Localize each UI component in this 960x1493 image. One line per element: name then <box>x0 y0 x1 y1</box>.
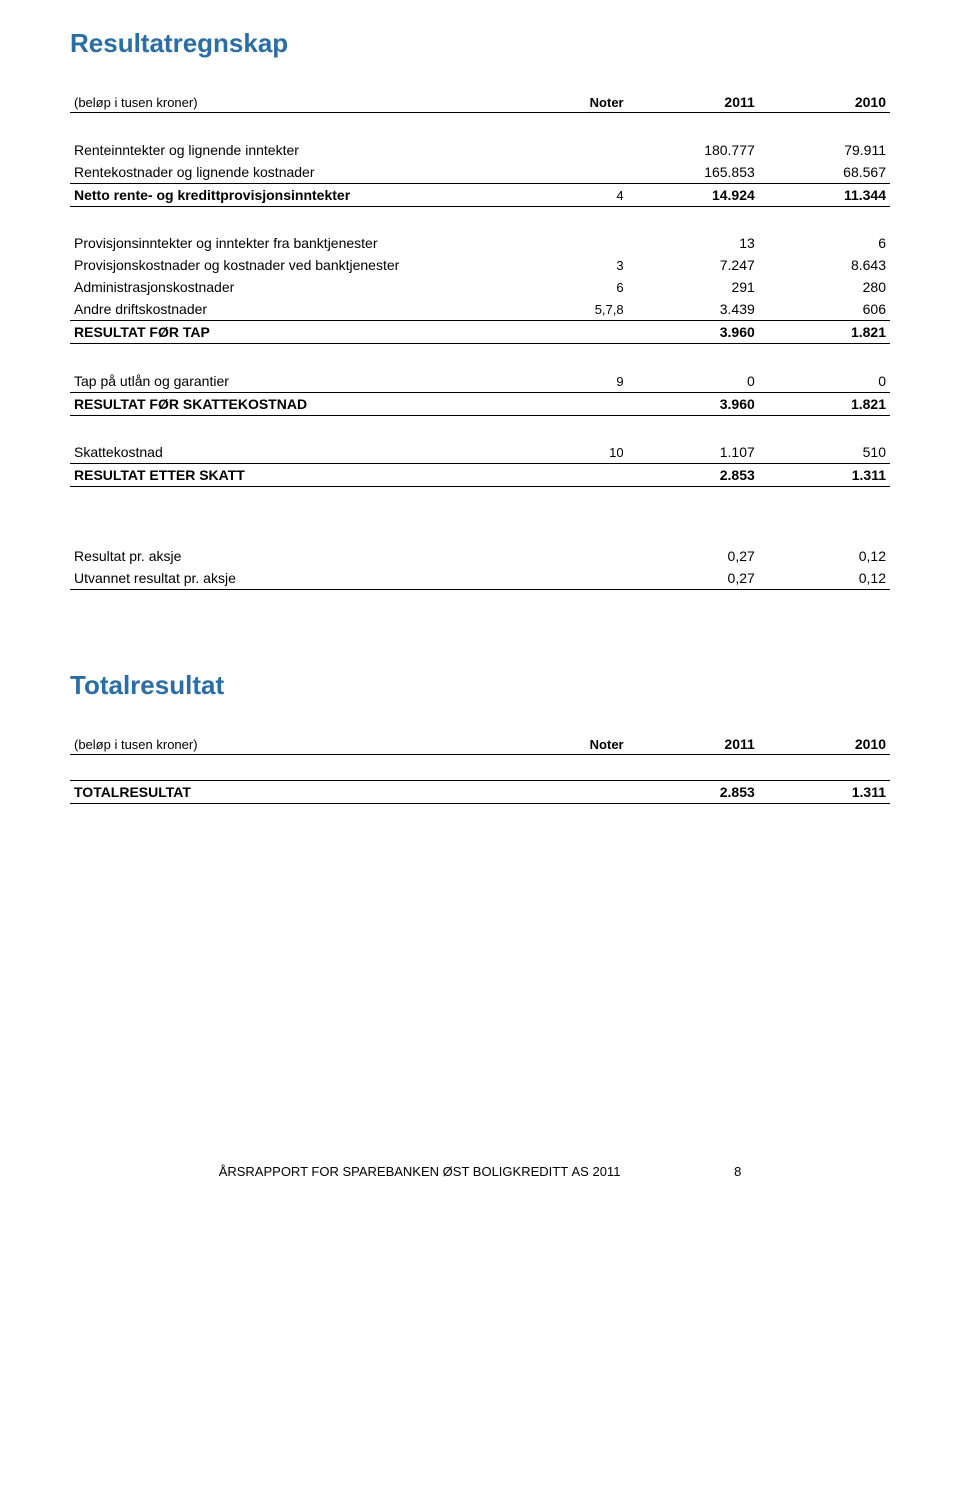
table-header-row: (beløp i tusen kroner) Noter 2011 2010 <box>70 733 890 755</box>
result-before-loss-row: RESULTAT FØR TAP 3.960 1.821 <box>70 321 890 344</box>
table-row: Resultat pr. aksje 0,27 0,12 <box>70 545 890 567</box>
hdr-label: (beløp i tusen kroner) <box>70 733 546 755</box>
table-row: Administrasjonskostnader 6 291 280 <box>70 276 890 298</box>
table-row: Renteinntekter og lignende inntekter 180… <box>70 139 890 161</box>
hdr-2010: 2010 <box>759 733 890 755</box>
net-interest-row: Netto rente- og kredittprovisjonsinntekt… <box>70 183 890 206</box>
table-row: Andre driftskostnader 5,7,8 3.439 606 <box>70 298 890 321</box>
hdr-label: (beløp i tusen kroner) <box>70 91 546 113</box>
table-row: Skattekostnad 10 1.107 510 <box>70 441 890 464</box>
table-header-row: (beløp i tusen kroner) Noter 2011 2010 <box>70 91 890 113</box>
table-row: Utvannet resultat pr. aksje 0,27 0,12 <box>70 567 890 590</box>
result-after-tax-row: RESULTAT ETTER SKATT 2.853 1.311 <box>70 464 890 487</box>
table-row: Rentekostnader og lignende kostnader 165… <box>70 161 890 184</box>
table-row: Provisjonsinntekter og inntekter fra ban… <box>70 232 890 254</box>
income-statement-table: (beløp i tusen kroner) Noter 2011 2010 R… <box>70 91 890 590</box>
page-footer: ÅRSRAPPORT FOR SPAREBANKEN ØST BOLIGKRED… <box>70 1164 890 1179</box>
table-row: Tap på utlån og garantier 9 0 0 <box>70 370 890 393</box>
hdr-2011: 2011 <box>628 733 759 755</box>
table-row: Provisjonskostnader og kostnader ved ban… <box>70 254 890 276</box>
hdr-2011: 2011 <box>628 91 759 113</box>
section1-title: Resultatregnskap <box>70 28 890 59</box>
page-number: 8 <box>734 1164 741 1179</box>
hdr-noter: Noter <box>546 733 628 755</box>
total-result-table: (beløp i tusen kroner) Noter 2011 2010 T… <box>70 733 890 804</box>
hdr-noter: Noter <box>546 91 628 113</box>
total-result-row: TOTALRESULTAT 2.853 1.311 <box>70 780 890 803</box>
section2-title: Totalresultat <box>70 670 890 701</box>
result-before-tax-row: RESULTAT FØR SKATTEKOSTNAD 3.960 1.821 <box>70 392 890 415</box>
hdr-2010: 2010 <box>759 91 890 113</box>
footer-text: ÅRSRAPPORT FOR SPAREBANKEN ØST BOLIGKRED… <box>219 1164 624 1179</box>
